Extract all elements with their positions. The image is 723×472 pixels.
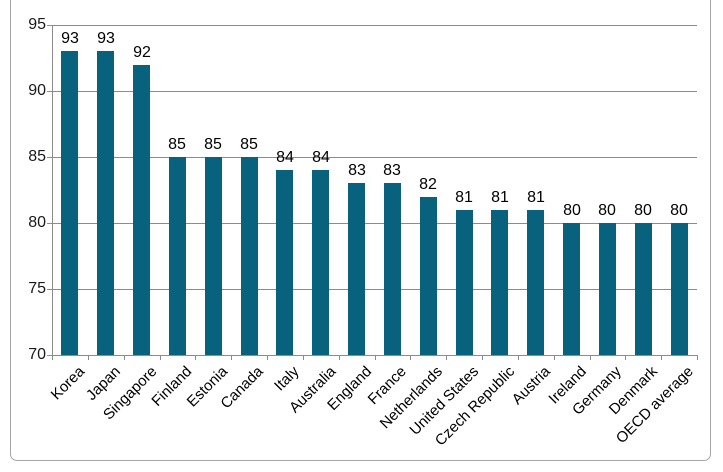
bar-oecd-average	[671, 223, 688, 355]
x-axis-tick	[52, 355, 53, 360]
gridline	[52, 289, 697, 290]
bar-germany	[599, 223, 616, 355]
x-axis-tick	[88, 355, 89, 360]
bar-value-label-finland: 85	[168, 136, 186, 153]
bar-value-label-england: 83	[348, 162, 366, 179]
bar-value-label-estonia: 85	[204, 136, 222, 153]
bar-value-label-italy: 84	[276, 149, 294, 166]
x-axis-tick	[375, 355, 376, 360]
bar-czech-republic	[491, 210, 508, 355]
y-axis-tick	[47, 289, 52, 290]
y-axis-tick	[47, 157, 52, 158]
y-axis-tick	[47, 91, 52, 92]
x-axis-tick	[661, 355, 662, 360]
x-axis-tick	[518, 355, 519, 360]
y-axis-tick-label: 80	[28, 214, 46, 231]
bar-france	[384, 183, 401, 355]
bar-australia	[312, 170, 329, 355]
bar-singapore	[133, 65, 150, 355]
bar-value-label-czech-republic: 81	[491, 189, 509, 206]
bar-value-label-japan: 93	[97, 30, 115, 47]
bar-united-states	[456, 210, 473, 355]
bar-denmark	[635, 223, 652, 355]
y-axis-tick-label: 70	[28, 346, 46, 363]
bar-value-label-austria: 81	[527, 189, 545, 206]
x-axis-tick	[590, 355, 591, 360]
bar-value-label-united-states: 81	[455, 189, 473, 206]
x-axis-tick	[697, 355, 698, 360]
x-axis-tick	[482, 355, 483, 360]
bar-canada	[241, 157, 258, 355]
gridline	[52, 223, 697, 224]
x-axis-label-korea: Korea	[47, 363, 89, 404]
y-axis-tick-label: 75	[28, 280, 46, 297]
x-axis-tick	[303, 355, 304, 360]
bar-estonia	[205, 157, 222, 355]
gridline	[52, 25, 697, 26]
bar-austria	[527, 210, 544, 355]
bar-japan	[97, 51, 114, 355]
bar-finland	[169, 157, 186, 355]
bar-value-label-netherlands: 82	[419, 176, 437, 193]
x-axis-tick	[195, 355, 196, 360]
x-axis-tick	[160, 355, 161, 360]
y-axis-tick	[47, 355, 52, 356]
x-axis-label-italy: Italy	[271, 363, 304, 395]
bar-value-label-germany: 80	[598, 202, 616, 219]
gridline	[52, 157, 697, 158]
y-axis-tick-label: 85	[28, 148, 46, 165]
bar-value-label-ireland: 80	[563, 202, 581, 219]
bar-value-label-canada: 85	[240, 136, 258, 153]
bar-england	[348, 183, 365, 355]
x-axis-tick	[124, 355, 125, 360]
y-axis-line	[52, 25, 53, 360]
bar-korea	[61, 51, 78, 355]
x-axis-tick	[554, 355, 555, 360]
bar-value-label-korea: 93	[61, 30, 79, 47]
x-axis-tick	[410, 355, 411, 360]
x-axis-tick	[339, 355, 340, 360]
bar-value-label-france: 83	[383, 162, 401, 179]
bar-netherlands	[420, 197, 437, 355]
bar-italy	[276, 170, 293, 355]
bar-value-label-australia: 84	[312, 149, 330, 166]
y-axis-tick-label: 95	[28, 16, 46, 33]
x-axis-tick	[625, 355, 626, 360]
y-axis-tick-label: 90	[28, 82, 46, 99]
bar-value-label-oecd-average: 80	[670, 202, 688, 219]
x-axis-tick	[267, 355, 268, 360]
x-axis-label-austria: Austria	[508, 363, 555, 409]
gridline	[52, 355, 697, 356]
y-axis-tick	[47, 223, 52, 224]
x-axis-tick	[446, 355, 447, 360]
bar-value-label-singapore: 92	[133, 44, 151, 61]
y-axis-tick	[47, 25, 52, 26]
x-axis-tick	[231, 355, 232, 360]
bar-ireland	[563, 223, 580, 355]
bar-value-label-denmark: 80	[634, 202, 652, 219]
gridline	[52, 91, 697, 92]
